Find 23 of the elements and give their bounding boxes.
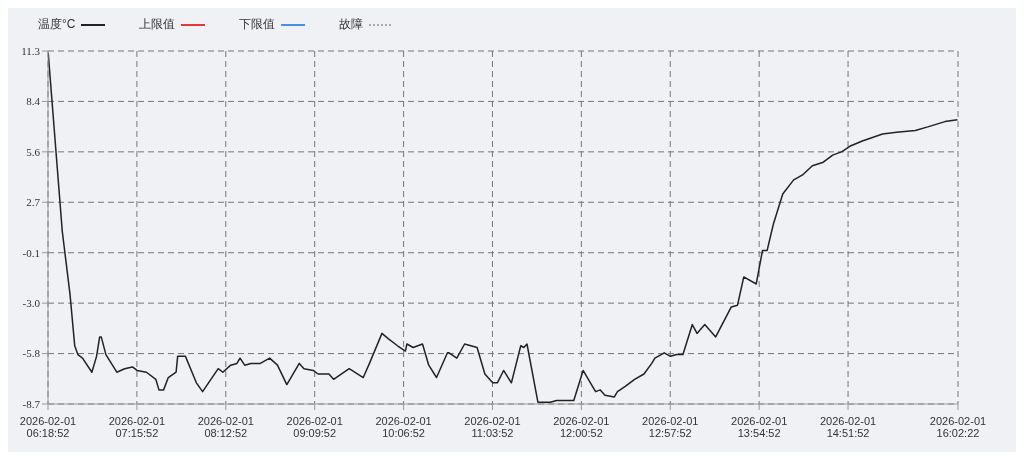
- y-tick-label: -8.7: [22, 397, 41, 410]
- x-tick-label: 2026-02-01 12:00:52: [553, 415, 610, 439]
- y-tick-label: -5.8: [22, 347, 41, 360]
- y-tick-label: 5.6: [26, 145, 41, 158]
- x-tick-label: 2026-02-01 14:51:52: [819, 415, 877, 439]
- x-tick-label: 2026-02-01 09:09:52: [286, 415, 343, 439]
- legend-label: 下限值: [239, 16, 276, 33]
- legend-label: 温度°C: [38, 16, 76, 33]
- x-tick-label: 2026-02-01 16:02:22: [929, 415, 987, 439]
- x-tick-label: 2026-02-01 10:06:52: [375, 415, 432, 439]
- y-tick-label: -3.0: [22, 297, 41, 310]
- legend-label: 上限值: [139, 16, 176, 33]
- y-tick-label: 11.3: [21, 44, 41, 57]
- legend-label: 故障: [339, 16, 364, 33]
- x-tick-label: 2026-02-01 12:57:52: [642, 415, 699, 439]
- y-tick-label: -0.1: [22, 246, 40, 259]
- x-tick-label: 2026-02-01 13:54:52: [731, 415, 788, 439]
- y-tick-label: 2.7: [26, 196, 41, 209]
- x-tick-label: 2026-02-01 08:12:52: [197, 415, 254, 439]
- y-tick-label: 8.4: [26, 95, 41, 108]
- x-tick-label: 2026-02-01 06:18:52: [19, 415, 77, 439]
- x-tick-label: 2026-02-01 07:15:52: [108, 415, 166, 439]
- x-tick-label: 2026-02-01 11:03:52: [464, 415, 521, 439]
